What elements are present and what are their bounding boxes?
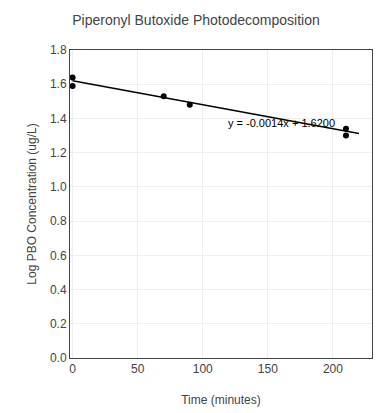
- svg-text:Log PBO Concentration (ug/L): Log PBO Concentration (ug/L): [25, 123, 39, 284]
- svg-text:Piperonyl Butoxide Photodecomp: Piperonyl Butoxide Photodecomposition: [72, 12, 320, 28]
- svg-text:0.6: 0.6: [50, 249, 67, 263]
- svg-text:150: 150: [258, 362, 278, 376]
- svg-text:200: 200: [323, 362, 343, 376]
- svg-text:y = -0.0014x + 1.6200: y = -0.0014x + 1.6200: [228, 117, 335, 129]
- svg-text:Time (minutes): Time (minutes): [181, 393, 261, 407]
- svg-text:1.6: 1.6: [50, 77, 67, 91]
- svg-text:1.8: 1.8: [50, 43, 67, 57]
- svg-text:0: 0: [69, 362, 76, 376]
- svg-text:0.4: 0.4: [50, 283, 67, 297]
- svg-text:0.0: 0.0: [50, 351, 67, 365]
- svg-text:0.2: 0.2: [50, 317, 67, 331]
- svg-text:1.0: 1.0: [50, 180, 67, 194]
- svg-text:100: 100: [193, 362, 213, 376]
- svg-text:1.2: 1.2: [50, 146, 67, 160]
- svg-text:50: 50: [131, 362, 145, 376]
- svg-text:0.8: 0.8: [50, 214, 67, 228]
- svg-text:1.4: 1.4: [50, 112, 67, 126]
